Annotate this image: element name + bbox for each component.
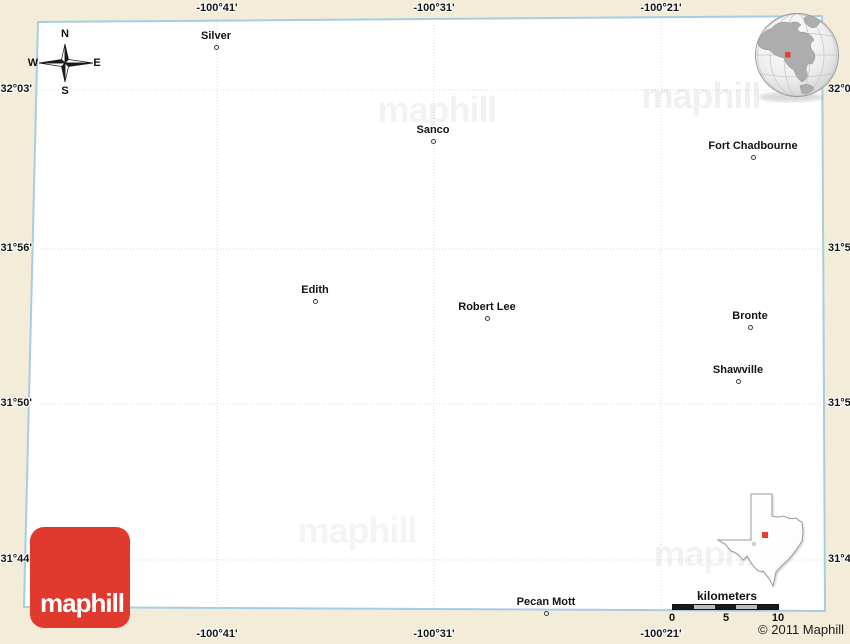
latitude-label-left: 31°56'	[0, 242, 33, 254]
longitude-label-top: -100°31'	[413, 2, 455, 14]
latitude-label-right: 31°44'	[828, 553, 850, 565]
maphill-logo[interactable]: maphill	[30, 527, 130, 628]
place-marker-dot	[735, 378, 741, 384]
place-label: Sanco	[416, 124, 450, 136]
graticule-gridlines	[40, 19, 848, 609]
map-boundary	[22, 14, 827, 613]
scale-tick-label: 0	[668, 612, 676, 624]
place-label: Pecan Mott	[516, 596, 576, 608]
place-marker-dot	[430, 138, 436, 144]
compass-south-label: S	[61, 85, 69, 97]
place-label: Edith	[301, 284, 329, 296]
scale-bar	[672, 604, 779, 610]
globe-locator-icon	[755, 13, 839, 102]
scale-tick-label: 10	[771, 612, 785, 624]
place-label: Shawville	[712, 364, 764, 376]
place-label: Robert Lee	[458, 301, 516, 313]
texas-location-marker	[762, 532, 768, 538]
place-marker-dot	[543, 610, 549, 616]
longitude-label-top: -100°21'	[640, 2, 682, 14]
scale-bar-title: kilometers	[696, 589, 758, 603]
compass-west-label: W	[27, 57, 39, 69]
latitude-label-left: 32°03'	[0, 83, 33, 95]
latitude-label-left: 31°44'	[0, 553, 33, 565]
place-marker-dot	[312, 298, 318, 304]
place-marker-dot	[750, 154, 756, 160]
place-marker-dot	[484, 315, 490, 321]
compass-rose-icon	[38, 43, 94, 83]
latitude-label-left: 31°50'	[0, 397, 33, 409]
place-marker-dot	[213, 44, 219, 50]
texas-locator-icon	[716, 493, 805, 588]
latitude-label-right: 31°56'	[828, 242, 850, 254]
place-label: Fort Chadbourne	[708, 140, 798, 152]
longitude-label-top: -100°41'	[196, 2, 238, 14]
compass-east-label: E	[93, 57, 101, 69]
maphill-logo-text: maphill	[40, 588, 125, 618]
place-marker-dot	[747, 324, 753, 330]
place-label: Silver	[201, 30, 231, 42]
latitude-label-right: 32°03'	[828, 83, 850, 95]
longitude-label-bottom: -100°31'	[413, 628, 455, 640]
place-label: Bronte	[732, 310, 768, 322]
copyright-notice: © 2011 Maphill	[758, 622, 844, 637]
scale-tick-label: 5	[722, 612, 730, 624]
longitude-label-bottom: -100°21'	[640, 628, 682, 640]
globe-location-marker	[785, 52, 791, 58]
longitude-label-bottom: -100°41'	[196, 628, 238, 640]
compass-north-label: N	[61, 28, 69, 40]
latitude-label-right: 31°50'	[828, 397, 850, 409]
